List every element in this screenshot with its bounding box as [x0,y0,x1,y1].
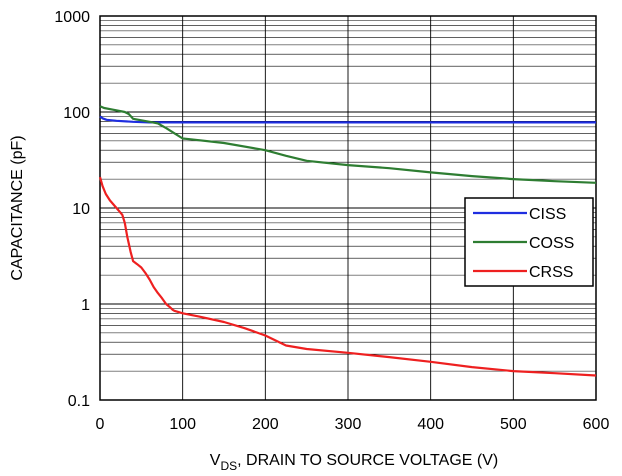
series-line-crss [98,176,597,377]
series-line-ciss [99,115,596,124]
x-tick-labels: 0 100 200 300 400 500 600 [96,416,610,433]
x-tick-label: 0 [96,416,105,433]
x-tick-label: 500 [500,416,527,433]
x-tick-label: 300 [335,416,362,433]
y-tick-label: 100 [63,105,90,122]
x-axis-title-subscript: DS [220,459,237,473]
y-tick-labels: 0.1 1 10 100 1000 [54,9,90,410]
legend-label-ciss: CISS [529,206,566,223]
x-axis-title-main: V [210,452,221,469]
x-axis-title: VDS, DRAIN TO SOURCE VOLTAGE (V) [210,452,498,473]
x-tick-label: 600 [583,416,610,433]
plot-frame [99,15,597,401]
legend-label-coss: COSS [529,235,574,252]
series-line-coss [99,105,597,184]
x-tick-label: 400 [417,416,444,433]
y-tick-label: 1 [81,297,90,314]
x-tick-label: 200 [252,416,279,433]
legend-label-crss: CRSS [529,264,573,281]
series-layer [98,105,597,377]
legend: CISS COSS CRSS [464,197,594,287]
x-tick-label: 100 [169,416,196,433]
y-axis-title: CAPACITANCE (pF) [9,135,26,280]
y-tick-label: 0.1 [68,393,90,410]
y-tick-label: 10 [72,201,90,218]
y-tick-label: 1000 [54,9,90,26]
x-axis-title-rest: , DRAIN TO SOURCE VOLTAGE (V) [237,452,498,469]
